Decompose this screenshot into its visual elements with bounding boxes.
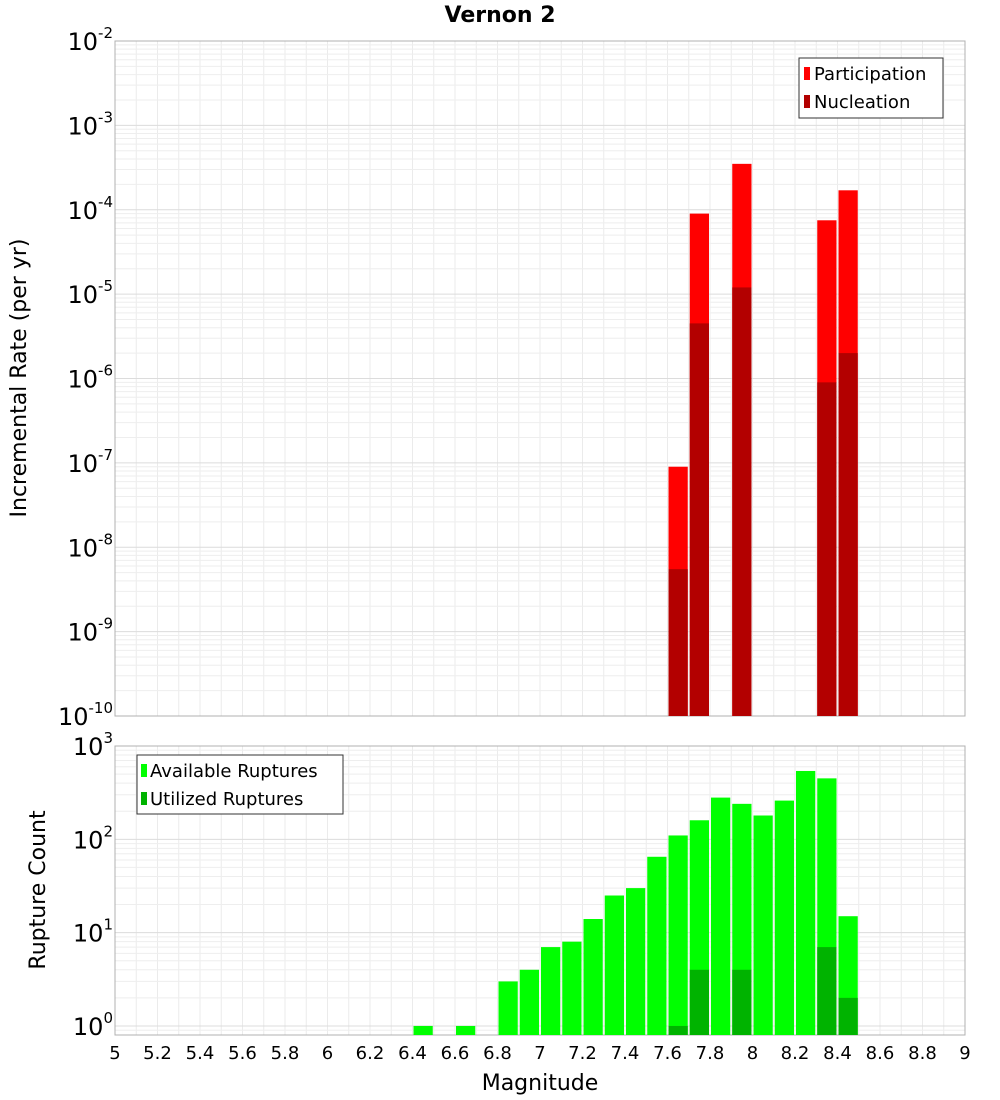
chart-title: Vernon 2 <box>445 3 556 28</box>
available-ruptures-bar <box>668 835 688 1035</box>
top-legend-box <box>798 57 944 119</box>
bottom-y-tick-label: 103 <box>73 729 113 761</box>
bottom-legend-box <box>136 754 344 815</box>
available-ruptures-bar <box>541 947 561 1035</box>
top-y-tick-label: 10-3 <box>67 108 113 140</box>
x-tick-label: 7.8 <box>696 1043 725 1064</box>
top-gridlines <box>115 41 965 717</box>
x-axis-label: Magnitude <box>482 1071 599 1096</box>
x-tick-label: 6.8 <box>483 1043 512 1064</box>
available-ruptures-bar <box>711 797 731 1035</box>
x-tick-label: 7.4 <box>611 1043 640 1064</box>
x-tick-label: 5.4 <box>186 1043 215 1064</box>
nucleation-bar <box>689 323 709 716</box>
available-ruptures-bar <box>753 815 773 1035</box>
available-ruptures-bar <box>796 770 816 1035</box>
x-tick-label: 6 <box>322 1043 333 1064</box>
x-tick-label: 6.6 <box>441 1043 470 1064</box>
bottom-y-axis-label: Rupture Count <box>26 810 51 970</box>
participation-legend-label: Participation <box>814 64 926 85</box>
utilized-ruptures-legend-swatch <box>141 792 147 805</box>
nucleation-bar <box>838 353 858 716</box>
x-tick-label: 9 <box>959 1043 970 1064</box>
available-ruptures-bar <box>519 969 539 1035</box>
top-y-tick-labels: 10-10 10-9 10-8 10-7 10-6 10-5 10-4 10-3 10-2 <box>58 24 113 731</box>
x-tick-labels: 5 5.2 5.4 5.6 5.8 6 6.2 6.4 6.6 6.8 7 7.2 7.4 7.6 7.8 8… <box>109 1043 970 1064</box>
available-ruptures-bar <box>498 981 518 1035</box>
bottom-y-tick-label: 101 <box>73 916 113 948</box>
utilized-ruptures-bar <box>838 997 858 1035</box>
top-y-tick-label: 10-2 <box>67 24 113 56</box>
top-y-tick-label: 10-8 <box>67 530 113 562</box>
top-y-axis-label: Incremental Rate (per yr) <box>7 239 32 518</box>
x-tick-label: 5 <box>109 1043 120 1064</box>
available-ruptures-bar <box>456 1025 476 1035</box>
x-tick-label: 8.6 <box>866 1043 895 1064</box>
x-tick-label: 6.2 <box>356 1043 385 1064</box>
x-tick-label: 5.8 <box>271 1043 300 1064</box>
top-y-tick-label: 10-5 <box>67 277 113 309</box>
participation-legend-swatch <box>804 67 810 80</box>
x-tick-label: 8.4 <box>823 1043 852 1064</box>
top-y-tick-label: 10-6 <box>67 362 113 394</box>
x-tick-label: 7.6 <box>653 1043 682 1064</box>
x-tick-label: 8 <box>747 1043 758 1064</box>
top-y-tick-label: 10-9 <box>67 615 113 647</box>
x-tick-label: 8.8 <box>908 1043 937 1064</box>
top-y-tick-label: 10-10 <box>58 699 113 731</box>
available-ruptures-bar <box>647 856 667 1035</box>
utilized-ruptures-bar <box>689 969 709 1035</box>
available-ruptures-bar <box>604 895 624 1035</box>
top-plot-frame <box>114 40 966 717</box>
available-ruptures-bar <box>774 800 794 1035</box>
bottom-y-tick-label: 102 <box>73 822 113 854</box>
bottom-bars <box>413 770 858 1035</box>
nucleation-legend-label: Nucleation <box>814 92 910 113</box>
x-tick-label: 5.6 <box>228 1043 257 1064</box>
utilized-ruptures-legend-label: Utilized Ruptures <box>150 789 303 810</box>
top-bars <box>668 163 858 717</box>
utilized-ruptures-bar <box>668 1025 688 1035</box>
available-ruptures-legend-swatch <box>141 764 147 777</box>
utilized-ruptures-bar <box>732 969 752 1035</box>
x-tick-label: 7.2 <box>568 1043 597 1064</box>
utilized-ruptures-bar <box>817 947 837 1035</box>
nucleation-legend-swatch <box>804 95 810 108</box>
top-y-tick-label: 10-4 <box>67 193 113 225</box>
nucleation-bar <box>817 382 837 716</box>
x-tick-label: 5.2 <box>143 1043 172 1064</box>
nucleation-bar <box>668 569 688 716</box>
nucleation-bar <box>732 287 752 716</box>
top-legend: Participation Nucleation <box>798 57 944 119</box>
available-ruptures-legend-label: Available Ruptures <box>150 761 318 782</box>
available-ruptures-bar <box>626 888 646 1035</box>
bottom-legend: Available Ruptures Utilized Ruptures <box>136 754 344 815</box>
x-tick-label: 8.2 <box>781 1043 810 1064</box>
available-ruptures-bar <box>413 1025 433 1035</box>
bottom-plot-frame <box>114 745 966 1036</box>
bottom-y-tick-label: 100 <box>73 1009 113 1041</box>
available-ruptures-bar <box>583 919 603 1035</box>
bottom-y-tick-labels: 100 101 102 103 <box>73 729 113 1041</box>
available-ruptures-bar <box>562 941 582 1035</box>
x-tick-label: 6.4 <box>398 1043 427 1064</box>
x-tick-label: 7 <box>534 1043 545 1064</box>
top-y-tick-label: 10-7 <box>67 446 113 478</box>
